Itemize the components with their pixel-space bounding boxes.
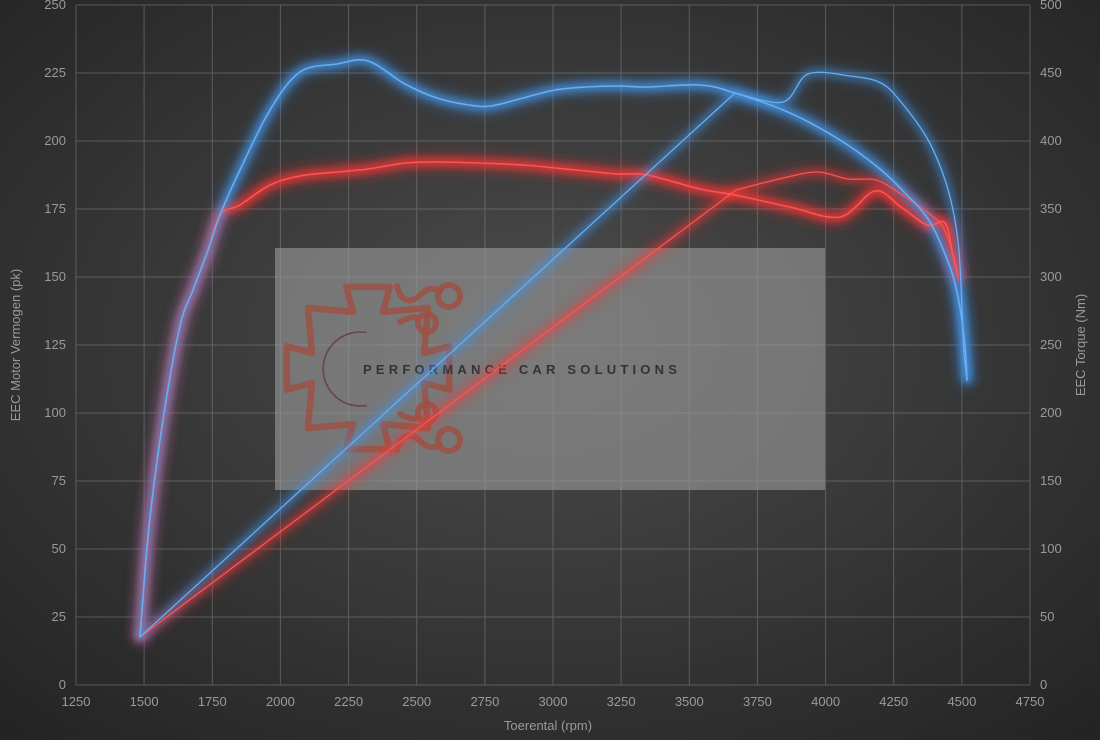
svg-text:450: 450	[1040, 65, 1062, 80]
svg-text:400: 400	[1040, 133, 1062, 148]
svg-text:100: 100	[1040, 541, 1062, 556]
svg-text:3250: 3250	[607, 694, 636, 709]
svg-text:50: 50	[52, 541, 66, 556]
svg-text:3500: 3500	[675, 694, 704, 709]
svg-text:300: 300	[1040, 269, 1062, 284]
svg-text:1250: 1250	[62, 694, 91, 709]
svg-text:1500: 1500	[130, 694, 159, 709]
svg-text:175: 175	[44, 201, 66, 216]
svg-text:2750: 2750	[470, 694, 499, 709]
svg-text:0: 0	[1040, 677, 1047, 692]
svg-text:3000: 3000	[539, 694, 568, 709]
svg-text:75: 75	[52, 473, 66, 488]
svg-text:150: 150	[1040, 473, 1062, 488]
svg-text:Toerental (rpm): Toerental (rpm)	[504, 718, 592, 733]
svg-text:4250: 4250	[879, 694, 908, 709]
svg-text:50: 50	[1040, 609, 1054, 624]
svg-text:150: 150	[44, 269, 66, 284]
svg-text:0: 0	[59, 677, 66, 692]
svg-text:EEC Motor Vermogen (pk): EEC Motor Vermogen (pk)	[8, 269, 23, 421]
svg-text:25: 25	[52, 609, 66, 624]
svg-text:250: 250	[1040, 337, 1062, 352]
svg-text:4000: 4000	[811, 694, 840, 709]
svg-text:4500: 4500	[947, 694, 976, 709]
svg-text:3750: 3750	[743, 694, 772, 709]
svg-text:2250: 2250	[334, 694, 363, 709]
svg-text:2000: 2000	[266, 694, 295, 709]
svg-text:125: 125	[44, 337, 66, 352]
svg-text:PERFORMANCE CAR SOLUTIONS: PERFORMANCE CAR SOLUTIONS	[363, 362, 681, 377]
svg-text:2500: 2500	[402, 694, 431, 709]
svg-text:100: 100	[44, 405, 66, 420]
svg-text:250: 250	[44, 0, 66, 12]
svg-text:500: 500	[1040, 0, 1062, 12]
svg-text:1750: 1750	[198, 694, 227, 709]
svg-text:4750: 4750	[1016, 694, 1045, 709]
svg-text:350: 350	[1040, 201, 1062, 216]
svg-text:225: 225	[44, 65, 66, 80]
svg-text:EEC Torque (Nm): EEC Torque (Nm)	[1073, 294, 1088, 396]
svg-text:200: 200	[44, 133, 66, 148]
svg-text:200: 200	[1040, 405, 1062, 420]
